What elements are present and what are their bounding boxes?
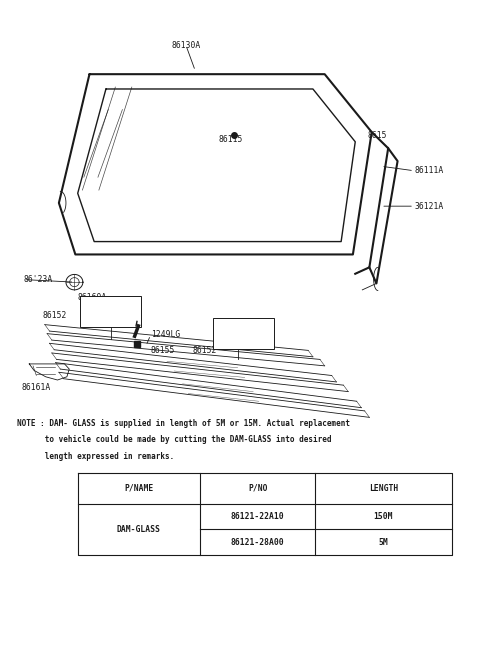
Text: 86155: 86155 bbox=[151, 346, 175, 355]
Text: 36121A: 36121A bbox=[414, 202, 444, 211]
Text: 86150B: 86150B bbox=[219, 330, 248, 340]
Text: length expressed in remarks.: length expressed in remarks. bbox=[16, 452, 174, 461]
Text: 86115: 86115 bbox=[219, 135, 243, 145]
Text: DAM-GLASS: DAM-GLASS bbox=[117, 525, 161, 534]
Text: LENGTH: LENGTH bbox=[369, 484, 398, 493]
Text: P/NO: P/NO bbox=[248, 484, 267, 493]
Text: 1249LG: 1249LG bbox=[151, 330, 180, 340]
Bar bbox=[213, 318, 275, 349]
Text: P/NAME: P/NAME bbox=[124, 484, 154, 493]
Bar bbox=[80, 296, 141, 327]
Text: 86130A: 86130A bbox=[171, 41, 201, 50]
Text: 86161A: 86161A bbox=[21, 383, 50, 392]
Text: 86160A: 86160A bbox=[78, 293, 107, 302]
Text: to vehicle could be made by cutting the DAM-GLASS into desired: to vehicle could be made by cutting the … bbox=[16, 436, 331, 444]
Text: NOTE : DAM- GLASS is supplied in length of 5M or 15M. Actual replacement: NOTE : DAM- GLASS is supplied in length … bbox=[16, 419, 349, 428]
Text: 8615: 8615 bbox=[367, 131, 386, 140]
Text: 150M: 150M bbox=[374, 512, 393, 521]
Text: 86111A: 86111A bbox=[414, 166, 444, 175]
Text: 86152: 86152 bbox=[42, 311, 67, 320]
Text: 86121-22A10: 86121-22A10 bbox=[231, 512, 285, 521]
Text: 86'23A: 86'23A bbox=[24, 275, 53, 284]
Text: 86121-28A00: 86121-28A00 bbox=[231, 538, 285, 547]
Text: 5M: 5M bbox=[379, 538, 388, 547]
Text: 86152: 86152 bbox=[193, 346, 217, 355]
